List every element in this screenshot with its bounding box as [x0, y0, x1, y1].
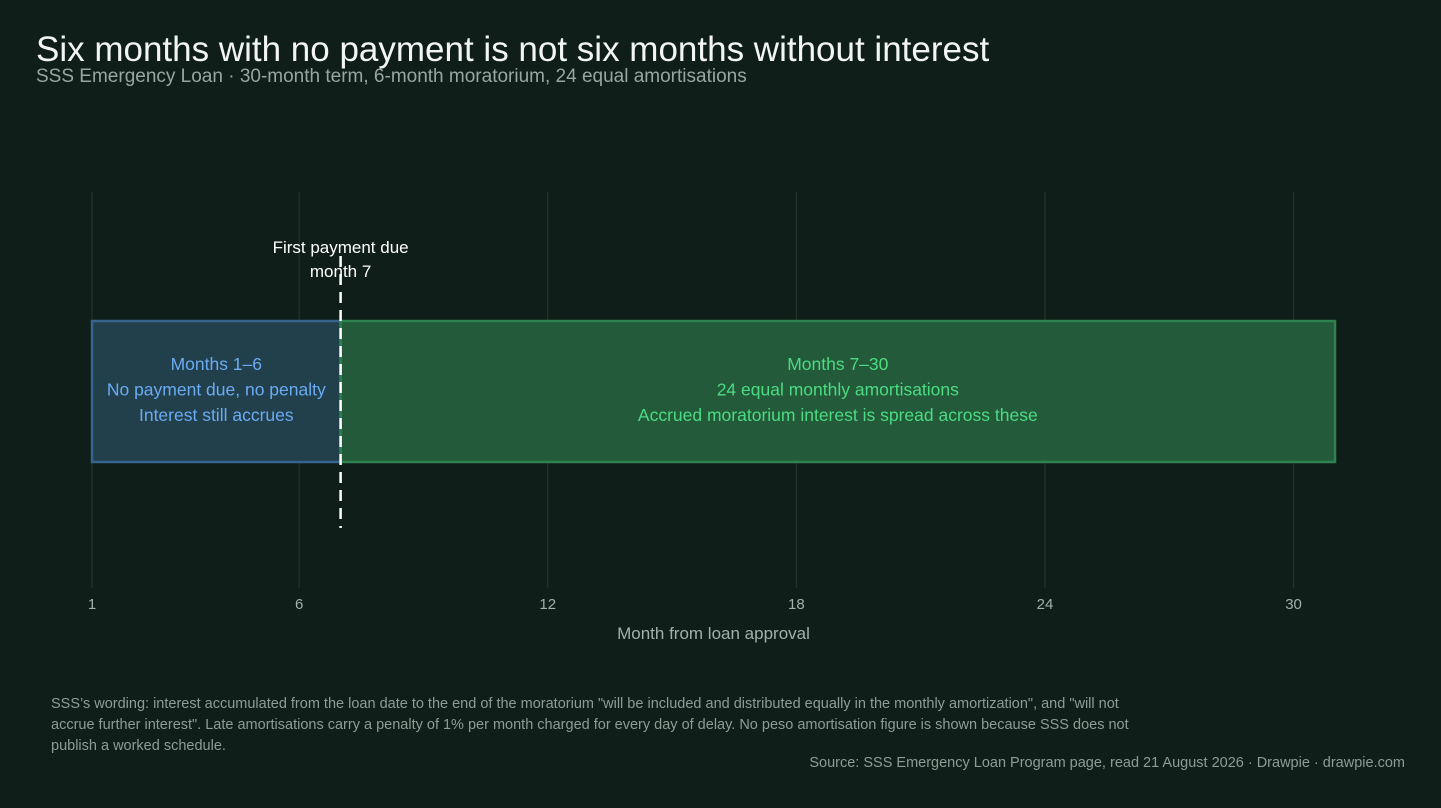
segment-label: 24 equal monthly amortisations: [717, 380, 959, 400]
marker-label: month 7: [310, 262, 371, 281]
segment-bar-1: [90, 319, 342, 464]
source-note: Source: SSS Emergency Loan Program page,…: [809, 755, 1405, 771]
x-tick-label: 1: [88, 596, 96, 613]
x-tick-label: 6: [295, 596, 303, 613]
chart-subtitle: SSS Emergency Loan · 30-month term, 6-mo…: [36, 66, 747, 87]
segment-bar-2: [339, 319, 1337, 464]
segment-label: Interest still accrues: [139, 405, 294, 425]
x-axis-label: Month from loan approval: [617, 624, 810, 643]
segment-label: No payment due, no penalty: [107, 380, 326, 400]
marker-label: First payment due: [273, 238, 409, 257]
x-tick-label: 24: [1037, 596, 1054, 613]
x-tick-label: 30: [1285, 596, 1302, 613]
segment-label: Accrued moratorium interest is spread ac…: [638, 405, 1038, 425]
chart-caption: SSS’s wording: interest accumulated from…: [51, 696, 1129, 754]
chart-title: Six months with no payment is not six mo…: [36, 30, 990, 69]
timeline-chart: 1 6 12 18 24 30 Month from loan approval Months…: [88, 192, 1337, 643]
x-tick-label: 18: [788, 596, 805, 613]
x-tick-label: 12: [539, 596, 556, 613]
segment-label: Months 1–6: [171, 354, 262, 374]
segment-label: Months 7–30: [787, 354, 888, 374]
